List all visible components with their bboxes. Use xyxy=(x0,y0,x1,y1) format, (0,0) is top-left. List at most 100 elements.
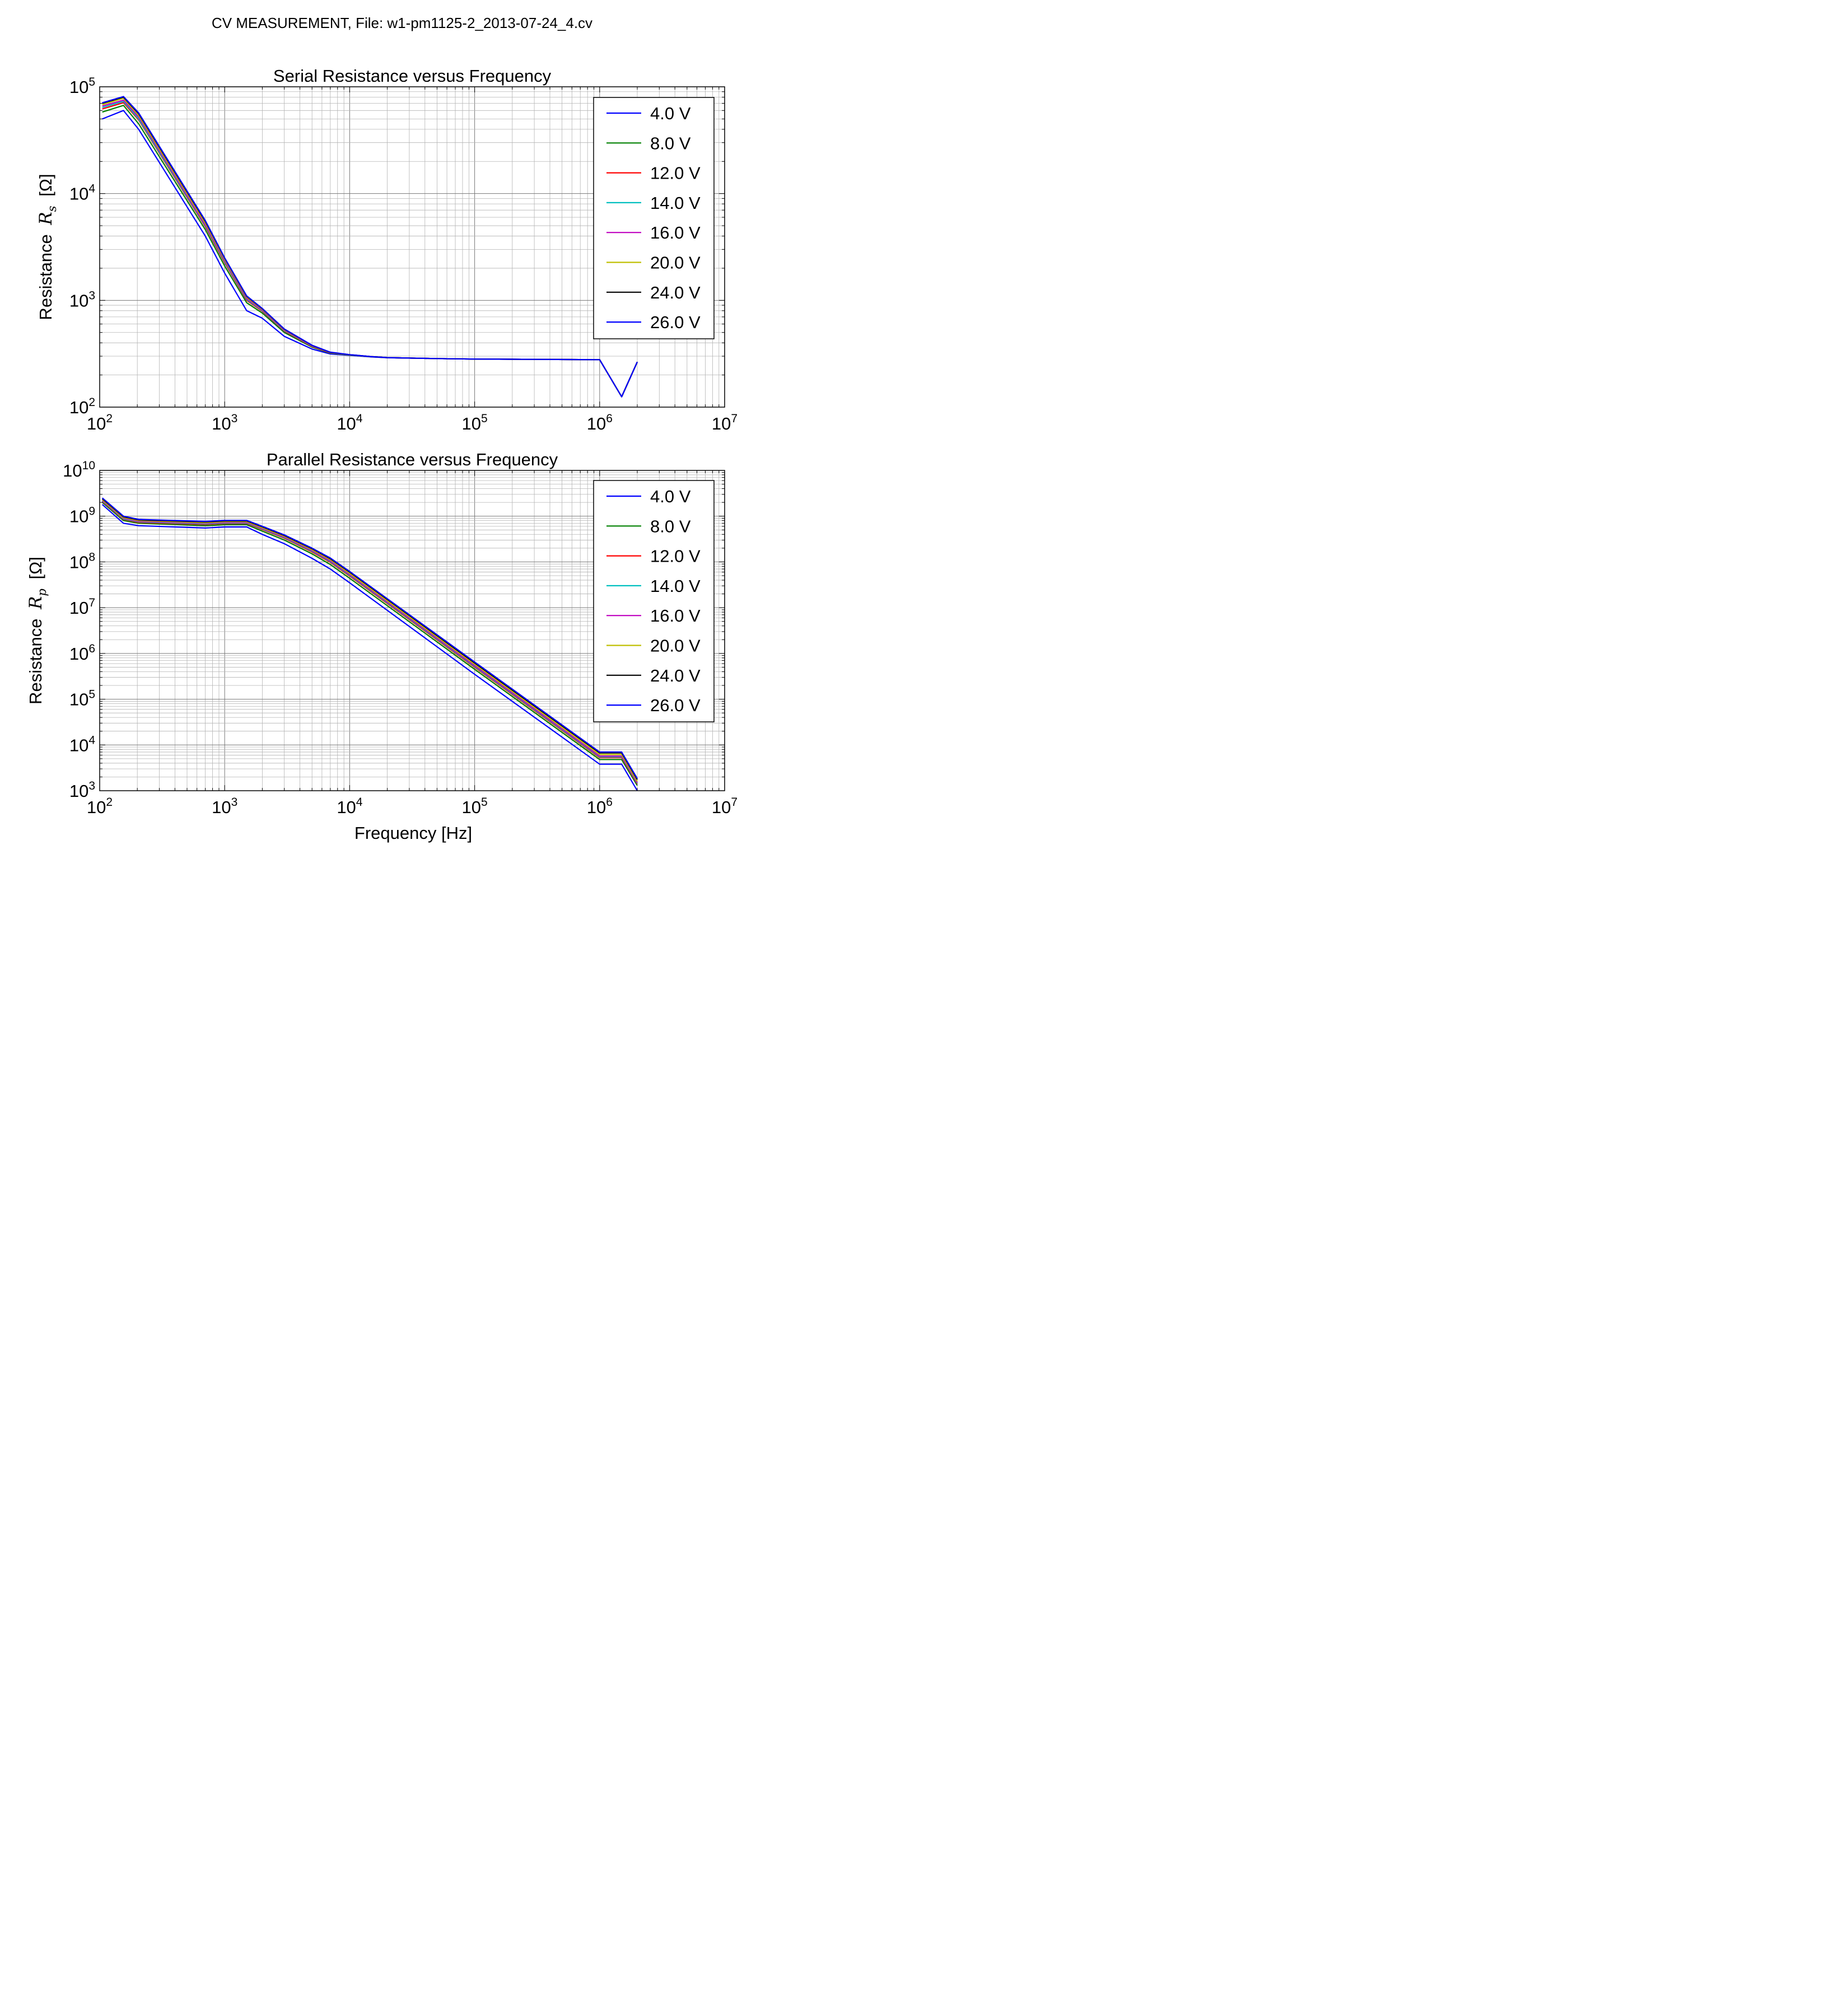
tick-exponent: 7 xyxy=(731,796,738,809)
tick-base: 10 xyxy=(69,184,88,204)
tick-base: 10 xyxy=(69,644,88,664)
parallel-legend-label: 20.0 V xyxy=(650,636,701,656)
tick-base: 10 xyxy=(212,414,231,433)
parallel-x-tick-label: 104 xyxy=(337,796,362,817)
tick-exponent: 7 xyxy=(731,412,738,425)
parallel-y-tick-label: 108 xyxy=(69,550,95,572)
parallel-legend-label: 14.0 V xyxy=(650,576,701,596)
serial-y-axis-unit: [Ω] xyxy=(36,174,55,196)
tick-base: 10 xyxy=(69,781,88,801)
tick-exponent: 5 xyxy=(481,796,488,809)
tick-exponent: 10 xyxy=(82,459,95,472)
tick-exponent: 6 xyxy=(606,412,613,425)
tick-base: 10 xyxy=(69,552,88,572)
tick-exponent: 4 xyxy=(356,412,363,425)
tick-exponent: 3 xyxy=(88,289,95,302)
parallel-y-tick-label: 1010 xyxy=(63,459,95,480)
parallel-x-tick-label: 102 xyxy=(87,796,113,817)
parallel-y-axis-symbol: R xyxy=(26,596,46,610)
tick-exponent: 9 xyxy=(88,505,95,518)
serial-x-tick-label: 104 xyxy=(337,412,362,433)
figure: CV MEASUREMENT, File: w1-pm1125-2_2013-0… xyxy=(0,0,806,879)
tick-base: 10 xyxy=(69,291,88,310)
parallel-legend-label: 4.0 V xyxy=(650,487,691,506)
parallel-x-tick-label: 107 xyxy=(712,796,738,817)
serial-series-lines xyxy=(102,96,638,398)
serial-x-tick-label: 106 xyxy=(587,412,613,433)
tick-base: 10 xyxy=(69,735,88,755)
parallel-legend-label: 26.0 V xyxy=(650,696,701,715)
parallel-plot-frame xyxy=(99,470,725,791)
tick-exponent: 2 xyxy=(106,412,113,425)
parallel-legend-label: 16.0 V xyxy=(650,606,701,626)
tick-base: 10 xyxy=(69,598,88,618)
tick-base: 10 xyxy=(712,414,731,433)
tick-exponent: 6 xyxy=(606,796,613,809)
serial-legend: 4.0 V 8.0 V 12.0 V 14.0 V 16.0 V 20.0 V 24.0 V… xyxy=(593,97,715,339)
parallel-x-tick-label: 103 xyxy=(212,796,237,817)
serial-legend-label: 8.0 V xyxy=(650,133,691,153)
parallel-tick-marks xyxy=(99,470,725,791)
serial-y-tick-label: 102 xyxy=(69,396,95,417)
serial-x-tick-label: 105 xyxy=(462,412,488,433)
tick-exponent: 6 xyxy=(88,642,95,655)
parallel-series-line xyxy=(101,500,638,783)
tick-base: 10 xyxy=(87,414,106,433)
serial-y-tick-label: 103 xyxy=(69,289,95,310)
tick-exponent: 5 xyxy=(88,76,95,88)
parallel-y-tick-label: 109 xyxy=(69,505,95,526)
serial-legend-label: 24.0 V xyxy=(650,283,701,302)
tick-exponent: 5 xyxy=(88,688,95,701)
tick-base: 10 xyxy=(462,414,481,433)
serial-series-line xyxy=(102,96,638,398)
serial-legend-label: 4.0 V xyxy=(650,104,691,123)
tick-base: 10 xyxy=(587,797,606,817)
serial-legend-box xyxy=(593,97,715,339)
tick-base: 10 xyxy=(587,414,606,433)
parallel-legend-box xyxy=(593,480,715,722)
parallel-y-tick-label: 105 xyxy=(69,688,95,710)
parallel-series-line xyxy=(101,499,638,782)
parallel-y-tick-label: 104 xyxy=(69,734,95,755)
tick-exponent: 3 xyxy=(231,796,238,809)
parallel-y-axis-subscript: p xyxy=(35,589,49,596)
tick-exponent: 7 xyxy=(88,596,95,609)
serial-y-axis-label: Resistance Rs [Ω] xyxy=(36,174,60,320)
tick-base: 10 xyxy=(63,461,82,480)
tick-exponent: 3 xyxy=(231,412,238,425)
serial-x-tick-label: 102 xyxy=(87,412,113,433)
serial-legend-label: 26.0 V xyxy=(650,312,701,332)
parallel-y-axis-unit: [Ω] xyxy=(26,557,45,579)
serial-x-tick-labels: 102 103 104 105 106 107 xyxy=(87,412,738,433)
parallel-legend-label: 8.0 V xyxy=(650,516,691,536)
parallel-resistance-panel: Parallel Resistance versus Frequency 102… xyxy=(26,450,738,843)
serial-y-axis-subscript: s xyxy=(45,206,59,212)
parallel-y-tick-label: 106 xyxy=(69,642,95,664)
tick-exponent: 5 xyxy=(481,412,488,425)
parallel-series-line xyxy=(101,502,638,786)
tick-exponent: 4 xyxy=(356,796,363,809)
serial-y-axis-label-text: Resistance xyxy=(36,234,55,320)
serial-legend-label: 12.0 V xyxy=(650,164,701,183)
tick-base: 10 xyxy=(69,77,88,97)
parallel-y-tick-label: 107 xyxy=(69,596,95,618)
tick-base: 10 xyxy=(69,690,88,710)
tick-base: 10 xyxy=(337,797,356,817)
parallel-y-axis-label: Resistance Rp [Ω] xyxy=(26,557,50,704)
tick-base: 10 xyxy=(69,398,88,417)
parallel-series-lines xyxy=(101,497,638,791)
parallel-x-tick-label: 106 xyxy=(587,796,613,817)
parallel-x-axis-label: Frequency [Hz] xyxy=(354,823,472,843)
serial-legend-label: 20.0 V xyxy=(650,253,701,273)
parallel-x-tick-labels: 102 103 104 105 106 107 xyxy=(87,796,738,817)
tick-base: 10 xyxy=(337,414,356,433)
parallel-series-line xyxy=(101,504,638,791)
tick-exponent: 8 xyxy=(88,550,95,563)
serial-x-tick-label: 103 xyxy=(212,412,237,433)
tick-exponent: 2 xyxy=(106,796,113,809)
parallel-y-axis-label-text: Resistance xyxy=(26,619,45,704)
serial-chart-title: Serial Resistance versus Frequency xyxy=(273,66,552,86)
serial-y-tick-label: 104 xyxy=(69,183,95,204)
